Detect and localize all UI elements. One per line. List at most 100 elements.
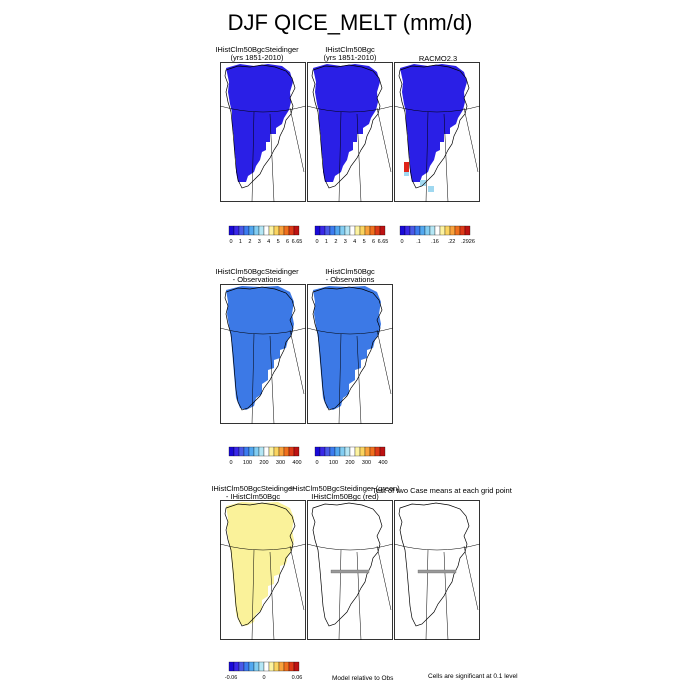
- colorbar-swatch: [278, 446, 285, 457]
- meridian-line: [289, 545, 305, 611]
- colorbar-tick-label: .16: [431, 239, 439, 245]
- colorbar-swatch: [273, 225, 280, 236]
- colorbar-swatch: [293, 661, 300, 672]
- greenland-map: [220, 62, 306, 202]
- colorbar-tick-label: .22: [448, 239, 456, 245]
- colorbar-swatch: [349, 225, 356, 236]
- melt-hotspot: [420, 180, 426, 186]
- colorbar-swatch: [273, 446, 280, 457]
- greenland-map: [307, 500, 393, 640]
- field-fill: [313, 64, 380, 182]
- colorbar-tick-label: 1: [325, 239, 328, 245]
- colorbar-swatch: [278, 661, 285, 672]
- colorbar-swatch: [324, 225, 331, 236]
- latitude-line: [220, 327, 306, 335]
- colorbar-tick-label: 6: [286, 239, 289, 245]
- meridian-line: [463, 545, 479, 611]
- colorbar-swatch: [379, 225, 386, 236]
- colorbar-swatch: [319, 446, 326, 457]
- colorbar-tick-label: 0: [229, 239, 232, 245]
- colorbar-swatch: [263, 446, 270, 457]
- colorbar-tick-label: 0: [262, 675, 265, 681]
- meridian-line: [289, 107, 305, 173]
- colorbar-swatch: [344, 225, 351, 236]
- colorbar-swatch: [233, 225, 240, 236]
- colorbar-swatch: [459, 225, 466, 236]
- latitude-line: [220, 105, 306, 113]
- colorbar-swatch: [258, 446, 265, 457]
- colorbar-swatch: [273, 661, 280, 672]
- colorbar-swatch: [349, 446, 356, 457]
- colorbar-swatch: [253, 446, 260, 457]
- colorbar-tick-label: 0: [229, 460, 232, 466]
- colorbar-swatch: [238, 661, 245, 672]
- colorbar-swatch: [228, 661, 235, 672]
- meridian-line: [443, 551, 449, 640]
- coastline: [224, 286, 296, 411]
- panel-title-r2c1: IHistClm50BgcSteidinger - Observations: [202, 268, 312, 284]
- meridian-line: [269, 335, 275, 424]
- colorbar-swatch: [324, 446, 331, 457]
- meridian-line: [251, 549, 255, 640]
- colorbar-swatch: [434, 225, 441, 236]
- latitude-line: [307, 327, 393, 335]
- colorbar-swatch: [228, 225, 235, 236]
- colorbar-swatch: [288, 446, 295, 457]
- colorbar-swatch: [464, 225, 471, 236]
- colorbar-tick-label: 6: [372, 239, 375, 245]
- colorbar-swatch: [258, 661, 265, 672]
- panel-title-r1c2: IHistClm50Bgc (yrs 1851-2010): [295, 46, 405, 62]
- melt-hotspot: [404, 172, 409, 176]
- colorbar-tick-label: .2926: [461, 239, 475, 245]
- colorbar-tick-label: 400: [378, 460, 387, 466]
- meridian-line: [376, 107, 392, 173]
- colorbar-swatch: [258, 225, 265, 236]
- note-significance: Cells are significant at 0.1 level: [428, 673, 518, 680]
- coastline: [311, 64, 383, 189]
- colorbar-pct-1: 0 100 200 300 400: [228, 446, 311, 469]
- greenland-map: [394, 500, 480, 640]
- panel-title-line2: (yrs 1851-2010): [323, 53, 377, 62]
- colorbar-swatch: [339, 225, 346, 236]
- field-fill: [313, 286, 381, 410]
- greenland-map: [220, 500, 306, 640]
- colorbar-tick-label: .1: [416, 239, 421, 245]
- coastline: [398, 64, 470, 189]
- colorbar-tick-label: -0.06: [225, 675, 238, 681]
- colorbar-svg: 0 1 2 3 4 5 6 6.65: [228, 225, 303, 245]
- colorbar-swatch: [364, 225, 371, 236]
- colorbar-svg: 0 .1 .16 .22 .2926: [399, 225, 475, 245]
- greenland-map: [394, 62, 480, 202]
- latitude-line: [394, 105, 480, 113]
- meridian-line: [338, 111, 342, 202]
- map-panel-steidinger-minus-obs: [220, 284, 306, 424]
- colorbar-swatch: [319, 225, 326, 236]
- colorbar-tick-label: 6.65: [292, 239, 303, 245]
- colorbar-swatch: [354, 225, 361, 236]
- meridian-line: [356, 113, 362, 202]
- colorbar-tick-label: 3: [258, 239, 261, 245]
- colorbar-tick-label: 0: [315, 239, 318, 245]
- significance-band: [330, 569, 370, 574]
- panel-title-line1: IHistClm50Bgc: [325, 45, 375, 54]
- significance-band: [417, 569, 457, 574]
- colorbar-swatch: [238, 225, 245, 236]
- field-fill: [226, 286, 294, 410]
- map-panel-steidinger: [220, 62, 306, 202]
- meridian-line: [425, 549, 429, 640]
- colorbar-swatch: [243, 661, 250, 672]
- colorbar-tick-label: 2: [248, 239, 251, 245]
- colorbar-swatch: [293, 225, 300, 236]
- colorbar-tick-label: 1: [239, 239, 242, 245]
- map-panel-histclm50bgc: [307, 62, 393, 202]
- latitude-line: [394, 543, 480, 551]
- colorbar-swatch: [263, 661, 270, 672]
- meridian-line: [376, 329, 392, 395]
- panel-title-line2: - Observations: [232, 275, 282, 284]
- colorbar-swatch: [243, 446, 250, 457]
- meridian-line: [376, 545, 392, 611]
- colorbar-swatch: [314, 446, 321, 457]
- coastline: [224, 64, 296, 189]
- colorbar-swatch: [444, 225, 451, 236]
- colorbar-swatch: [359, 225, 366, 236]
